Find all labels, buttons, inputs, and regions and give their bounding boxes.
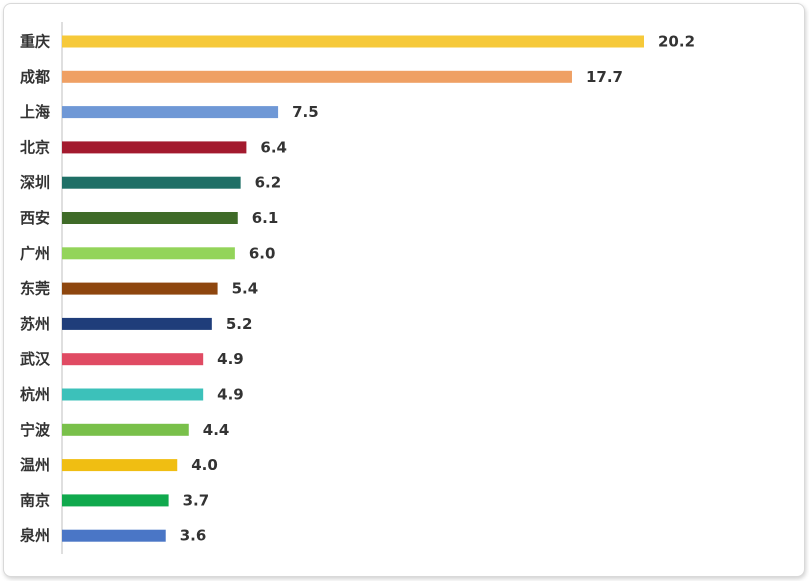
category-label: 宁波 [20,421,51,439]
category-label: 武汉 [20,350,51,368]
bar [62,282,218,295]
category-label: 重庆 [20,33,50,51]
bar [62,423,189,436]
bar [62,212,238,224]
category-label: 西安 [20,209,50,227]
value-label: 6.1 [252,209,279,227]
value-label: 5.4 [232,280,259,298]
value-label: 6.4 [260,138,287,156]
value-label: 7.5 [292,103,319,121]
category-label: 上海 [20,103,50,121]
value-label: 4.4 [203,421,230,439]
value-label: 4.9 [217,386,244,404]
bar [62,70,572,83]
value-label: 6.2 [255,174,282,192]
category-label: 温州 [20,456,50,474]
category-label: 北京 [20,138,50,156]
value-label: 17.7 [586,68,623,86]
category-label: 南京 [20,491,50,509]
category-label: 泉州 [19,527,50,545]
category-label: 广州 [20,244,50,262]
value-label: 20.2 [658,33,695,51]
bar [62,494,169,507]
bars-group [62,35,644,542]
value-label: 3.6 [180,527,207,545]
bar [62,317,212,330]
value-label: 3.7 [183,491,210,509]
bar [62,353,204,366]
category-label: 苏州 [20,315,50,333]
bar [62,247,235,260]
category-label: 深圳 [20,174,50,192]
value-labels-group: 20.2 17.7 7.5 6.4 6.2 6.1 6.0 5.4 5.2 4.9 4.9 4.4 4.… [180,33,695,545]
bar [62,529,166,542]
value-label: 4.0 [191,456,218,474]
bar [62,459,178,472]
category-label: 成都 [20,68,50,86]
bar [62,176,241,189]
category-label: 杭州 [20,386,50,404]
value-label: 6.0 [249,244,276,262]
value-label: 5.2 [226,315,253,333]
bar [62,35,644,48]
value-label: 4.9 [217,350,244,368]
bar [62,388,204,401]
category-label: 东莞 [20,280,50,298]
bar [62,141,247,154]
bar [62,106,279,119]
